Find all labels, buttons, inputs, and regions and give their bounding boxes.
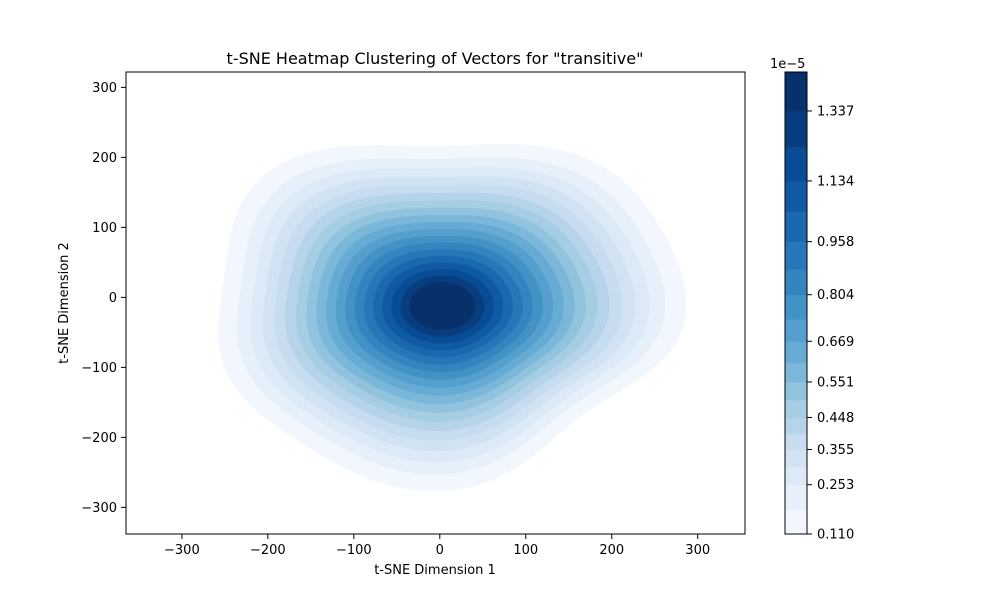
y-tick-label: 100 xyxy=(92,221,117,236)
colorbar-frame xyxy=(784,71,808,535)
colorbar-tick-label: 1.337 xyxy=(817,104,854,119)
colorbar-band xyxy=(785,294,807,320)
y-tick-label: 0 xyxy=(109,291,117,306)
chart-title: t-SNE Heatmap Clustering of Vectors for … xyxy=(227,49,644,68)
colorbar-multiplier: 1e−5 xyxy=(770,57,805,72)
colorbar-band xyxy=(785,241,807,270)
colorbar-tick-label: 0.804 xyxy=(817,288,854,303)
colorbar-tick-label: 0.669 xyxy=(817,335,854,350)
colorbar-band xyxy=(785,147,807,182)
y-tick-label: −100 xyxy=(81,361,117,376)
x-tick-label: 100 xyxy=(513,543,538,558)
colorbar-band xyxy=(785,449,807,468)
x-tick-label: 0 xyxy=(436,543,444,558)
colorbar-band xyxy=(785,319,807,342)
y-tick-label: 200 xyxy=(92,151,117,166)
y-axis: −300 −200 −100 0 100 200 300 xyxy=(81,81,126,516)
colorbar-band xyxy=(785,417,807,435)
colorbar-band xyxy=(785,269,807,296)
colorbar-tick-label: 0.110 xyxy=(817,528,854,543)
density-contours xyxy=(218,144,687,492)
colorbar-tick-label: 1.134 xyxy=(817,174,854,189)
colorbar-band xyxy=(785,180,807,212)
y-axis-label: t-SNE Dimension 2 xyxy=(57,242,72,364)
colorbar: 0.110 0.253 0.355 0.448 0.551 0.669 0.804 0.958… xyxy=(784,71,854,543)
colorbar-tick-label: 0.253 xyxy=(817,478,854,493)
x-tick-label: −300 xyxy=(164,543,200,558)
colorbar-band xyxy=(785,341,807,364)
colorbar-band xyxy=(785,509,807,535)
x-tick-label: −200 xyxy=(250,543,286,558)
colorbar-band xyxy=(785,110,807,148)
y-tick-label: −200 xyxy=(81,431,117,446)
colorbar-band xyxy=(785,362,807,383)
colorbar-tick-label: 0.448 xyxy=(817,411,854,426)
y-tick-label: 300 xyxy=(92,81,117,96)
x-tick-label: 200 xyxy=(599,543,624,558)
plot-frame xyxy=(125,71,746,535)
colorbar-tick-label: 0.551 xyxy=(817,375,854,390)
y-tick-label: −300 xyxy=(81,501,117,516)
colorbar-band xyxy=(785,211,807,242)
colorbar-band xyxy=(785,72,807,112)
x-axis-label: t-SNE Dimension 1 xyxy=(374,563,496,578)
colorbar-tick-label: 0.958 xyxy=(817,235,854,250)
x-tick-label: 300 xyxy=(685,543,710,558)
colorbar-band xyxy=(785,399,807,418)
colorbar-band xyxy=(785,466,807,485)
colorbar-tick-label: 0.355 xyxy=(817,443,854,458)
x-axis: −300 −200 −100 0 100 200 300 xyxy=(164,534,710,558)
colorbar-band xyxy=(785,434,807,450)
colorbar-band xyxy=(785,381,807,401)
density-contour-band xyxy=(409,282,476,330)
x-tick-label: −100 xyxy=(336,543,372,558)
colorbar-band xyxy=(785,484,807,511)
